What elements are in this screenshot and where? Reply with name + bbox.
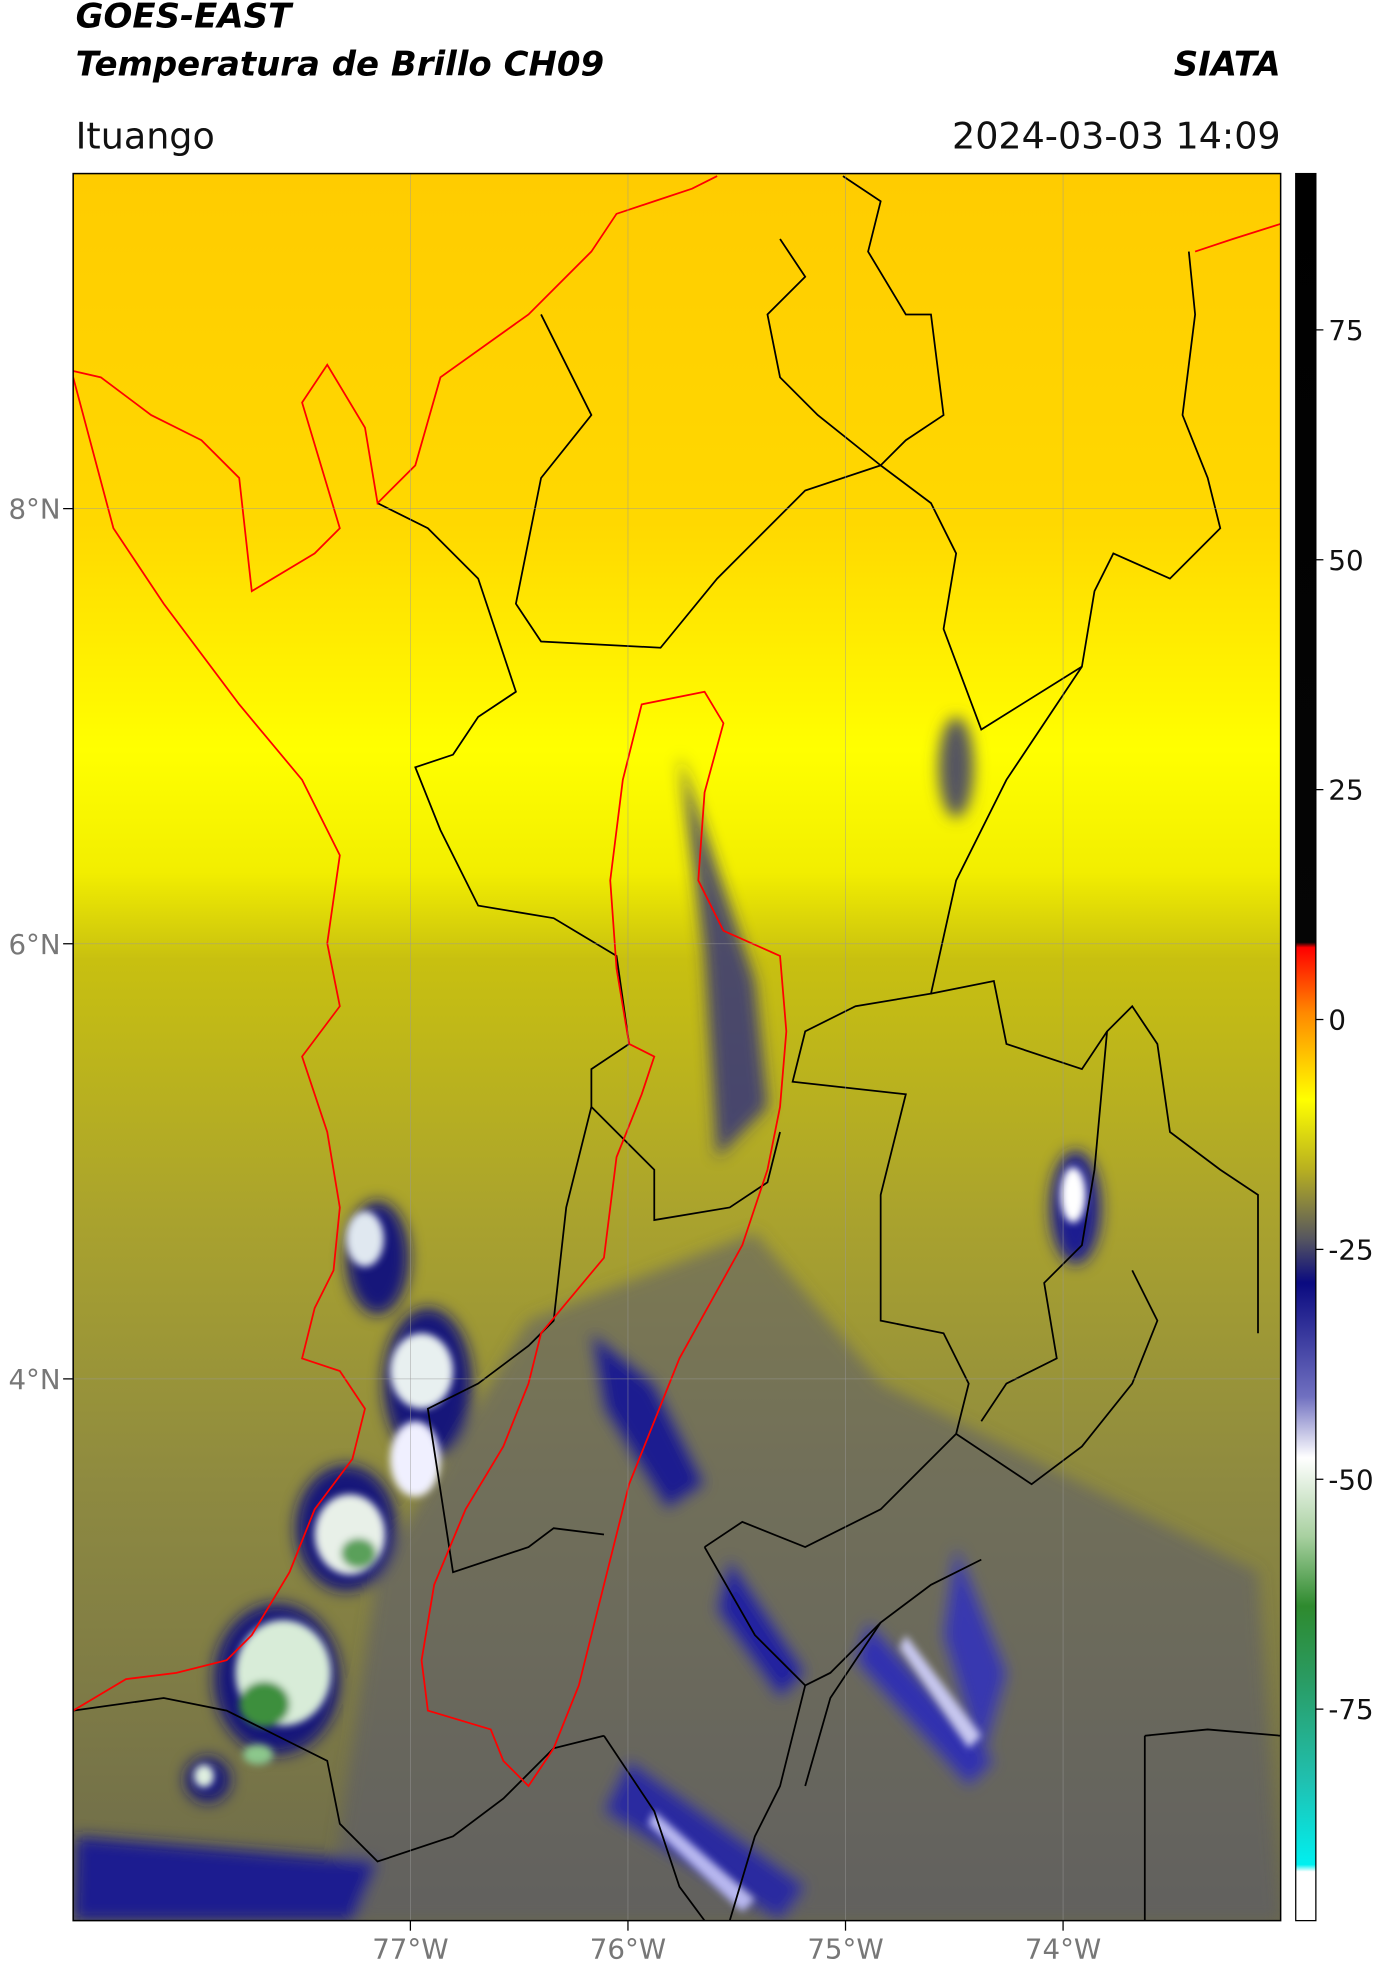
- colorbar-tick-label: 0: [1328, 1004, 1346, 1037]
- x-tick-label: 76°W: [590, 1932, 666, 1965]
- source: SIATA: [1174, 44, 1281, 84]
- y-tick-label: 8°N: [8, 493, 60, 526]
- colorbar-tick-label: 50: [1328, 544, 1363, 577]
- y-tick-label: 6°N: [8, 928, 60, 961]
- y-tick-label: 4°N: [8, 1363, 60, 1396]
- coastlines: [73, 175, 1281, 1788]
- region: Ituango: [76, 114, 215, 157]
- title: GOES-EAST: [76, 0, 294, 37]
- cloud-cores: [193, 1167, 1086, 1912]
- subtitle: Temperatura de Brillo CH09: [76, 44, 604, 84]
- x-tick-label: 74°W: [1025, 1932, 1101, 1965]
- map-field: [73, 173, 1281, 1921]
- colorbar-tick-label: 25: [1328, 774, 1363, 807]
- colorbar-tick-label: -50: [1328, 1463, 1373, 1496]
- colorbar-tick-label: -25: [1328, 1233, 1373, 1266]
- graticule: [73, 173, 1281, 1921]
- department-borders: [73, 175, 1281, 1921]
- timestamp: 2024-03-03 14:09: [952, 114, 1281, 157]
- map-frame: [72, 172, 1282, 1922]
- colorbar-tick-label: -75: [1328, 1693, 1373, 1726]
- colorbar: [1295, 172, 1317, 1922]
- axes: 77°W 76°W 75°W 74°W 8°N 6°N 4°N 75 50 25 0 -25 -50 -7…: [8, 314, 1373, 1965]
- x-tick-label: 75°W: [807, 1932, 883, 1965]
- colorbar-tick-label: 75: [1328, 314, 1363, 347]
- x-tick-label: 77°W: [372, 1932, 448, 1965]
